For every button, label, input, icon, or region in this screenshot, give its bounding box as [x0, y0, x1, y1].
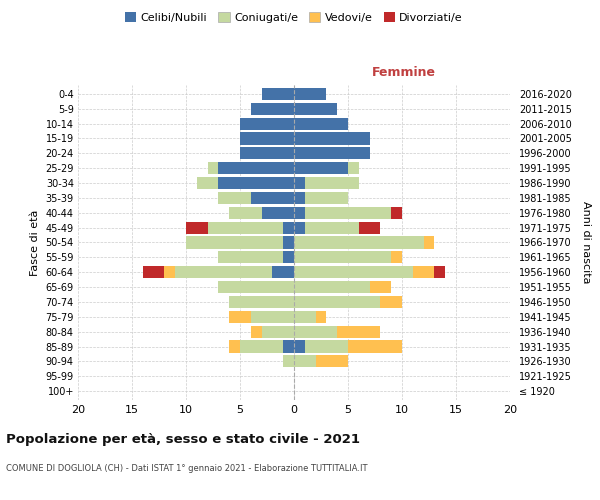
Bar [283, 222, 294, 234]
Bar [424, 236, 434, 248]
Bar [294, 310, 316, 323]
Bar [337, 326, 380, 338]
Bar [294, 192, 305, 204]
Bar [186, 236, 283, 248]
Bar [218, 281, 294, 293]
Bar [294, 206, 305, 219]
Bar [305, 177, 359, 189]
Bar [208, 222, 283, 234]
Bar [251, 102, 294, 115]
Bar [240, 340, 283, 352]
Bar [229, 206, 262, 219]
Bar [251, 310, 294, 323]
Bar [218, 177, 294, 189]
Bar [434, 266, 445, 278]
Bar [391, 206, 402, 219]
Bar [229, 340, 240, 352]
Bar [229, 296, 294, 308]
Bar [218, 192, 251, 204]
Bar [294, 340, 305, 352]
Bar [164, 266, 175, 278]
Bar [294, 296, 380, 308]
Bar [240, 148, 294, 160]
Bar [305, 192, 348, 204]
Bar [294, 162, 348, 174]
Bar [294, 236, 424, 248]
Bar [229, 310, 251, 323]
Bar [294, 132, 370, 144]
Bar [305, 340, 348, 352]
Y-axis label: Fasce di età: Fasce di età [30, 210, 40, 276]
Bar [175, 266, 272, 278]
Bar [251, 192, 294, 204]
Bar [413, 266, 434, 278]
Bar [294, 88, 326, 100]
Bar [262, 326, 294, 338]
Bar [370, 281, 391, 293]
Bar [316, 310, 326, 323]
Bar [294, 118, 348, 130]
Bar [348, 340, 402, 352]
Bar [262, 206, 294, 219]
Bar [143, 266, 164, 278]
Bar [380, 296, 402, 308]
Text: COMUNE DI DOGLIOLA (CH) - Dati ISTAT 1° gennaio 2021 - Elaborazione TUTTITALIA.I: COMUNE DI DOGLIOLA (CH) - Dati ISTAT 1° … [6, 464, 367, 473]
Text: Femmine: Femmine [372, 66, 436, 78]
Bar [251, 326, 262, 338]
Bar [283, 252, 294, 264]
Bar [294, 252, 391, 264]
Bar [294, 177, 305, 189]
Bar [283, 356, 294, 368]
Bar [316, 356, 348, 368]
Bar [391, 252, 402, 264]
Bar [294, 281, 370, 293]
Bar [272, 266, 294, 278]
Text: Popolazione per età, sesso e stato civile - 2021: Popolazione per età, sesso e stato civil… [6, 432, 360, 446]
Bar [208, 162, 218, 174]
Bar [240, 132, 294, 144]
Bar [294, 222, 305, 234]
Bar [283, 340, 294, 352]
Bar [359, 222, 380, 234]
Bar [305, 206, 391, 219]
Bar [348, 162, 359, 174]
Bar [283, 236, 294, 248]
Y-axis label: Anni di nascita: Anni di nascita [581, 201, 592, 284]
Legend: Celibi/Nubili, Coniugati/e, Vedovi/e, Divorziati/e: Celibi/Nubili, Coniugati/e, Vedovi/e, Di… [121, 8, 467, 28]
Bar [294, 102, 337, 115]
Bar [294, 326, 337, 338]
Bar [262, 88, 294, 100]
Bar [305, 222, 359, 234]
Bar [240, 118, 294, 130]
Bar [197, 177, 218, 189]
Bar [294, 266, 413, 278]
Bar [218, 252, 283, 264]
Bar [218, 162, 294, 174]
Bar [294, 356, 316, 368]
Bar [294, 148, 370, 160]
Bar [186, 222, 208, 234]
